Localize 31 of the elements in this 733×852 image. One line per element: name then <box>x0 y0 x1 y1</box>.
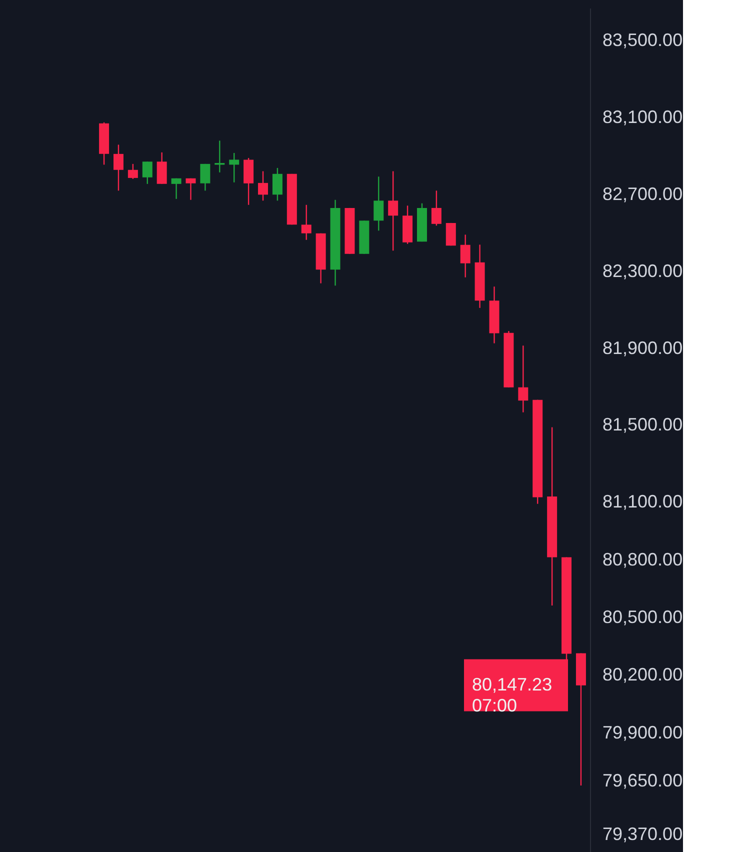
y-tick-label: 79,650.00 <box>602 770 683 790</box>
candlestick <box>113 144 124 192</box>
y-tick-label: 81,500.00 <box>602 414 683 435</box>
candlestick <box>142 161 152 185</box>
candlestick <box>272 167 282 202</box>
y-tick-label: 80,500.00 <box>602 606 683 627</box>
y-tick-label: 80,800.00 <box>602 549 683 570</box>
candlestick <box>200 163 210 192</box>
candlestick <box>431 190 442 226</box>
y-tick-label: 79,900.00 <box>602 722 683 742</box>
y-tick-label: 83,100.00 <box>602 107 683 128</box>
candlestick <box>301 204 312 240</box>
y-tick-label: 82,300.00 <box>602 260 683 281</box>
y-tick-label: 83,500.00 <box>602 30 683 50</box>
y-tick-label: 81,900.00 <box>602 338 683 358</box>
y-tick-label: 80,200.00 <box>602 664 683 685</box>
candlestick <box>374 176 384 232</box>
y-tick-label: 81,100.00 <box>602 492 683 512</box>
candlestick <box>244 157 254 206</box>
candlestick <box>388 170 398 252</box>
y-tick-label: 79,370.00 <box>602 824 683 844</box>
ref-line-label: 80,147.23 07:00 <box>472 674 552 716</box>
candlestick <box>156 152 167 185</box>
candlestick <box>171 178 182 200</box>
candlestick <box>186 178 196 200</box>
candlestick <box>229 152 240 183</box>
candlestick <box>518 345 528 413</box>
candlestick <box>460 234 470 278</box>
candlestick <box>258 170 268 202</box>
y-tick-label: 82,700.00 <box>602 184 683 204</box>
candlestick <box>128 163 138 180</box>
